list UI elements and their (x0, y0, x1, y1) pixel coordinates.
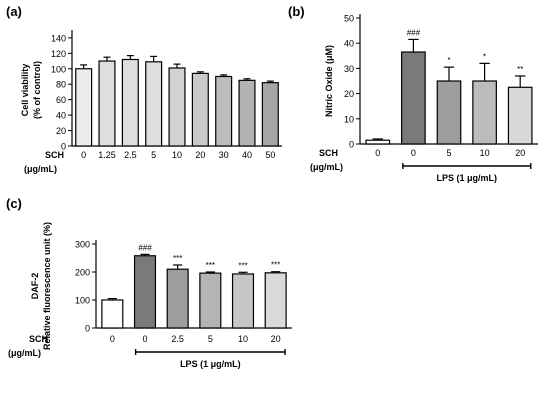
x-unit-label: (μg/mL) (24, 164, 57, 174)
bar (238, 79, 256, 147)
y-axis-label: Relative fluorescence unit (%) (42, 222, 52, 350)
x-tick-label: 2.5 (171, 334, 184, 344)
panel-label-c: (c) (6, 196, 22, 211)
y-tick-label: 60 (56, 95, 66, 105)
bar (191, 72, 209, 147)
panel-label-b: (b) (288, 4, 305, 19)
y-tick-label: 0 (85, 324, 90, 334)
y-tick-label: 40 (56, 111, 66, 121)
bar (215, 75, 233, 147)
x-tick-label: 0 (110, 334, 115, 344)
x-unit-label: (μg/mL) (8, 348, 41, 358)
y-tick-label: 140 (51, 33, 66, 43)
panel-label-a: (a) (6, 4, 22, 19)
bar (145, 61, 163, 147)
bar (264, 272, 287, 329)
x-tick-label: 2.5 (124, 150, 137, 160)
x-tick-label: 30 (219, 150, 229, 160)
bar (168, 67, 186, 147)
significance-marker: ### (138, 243, 152, 252)
bar (199, 272, 222, 329)
x-row-label: SCH (29, 334, 48, 344)
x-tick-label: 5 (208, 334, 213, 344)
y-tick-label: 120 (51, 49, 66, 59)
bar (507, 86, 533, 145)
y-tick-label: 10 (344, 114, 354, 124)
bar (121, 58, 139, 147)
significance-marker: *** (173, 254, 182, 263)
bar (98, 60, 116, 147)
bar (365, 139, 391, 145)
x-tick-label: 10 (480, 148, 490, 158)
y-tick-label: 50 (344, 14, 354, 24)
significance-marker: *** (271, 261, 280, 270)
x-tick-label: 20 (515, 148, 525, 158)
bar (133, 255, 157, 329)
x-tick-label: 5 (446, 148, 451, 158)
significance-marker: * (483, 52, 486, 61)
y-axis-label: DAF-2 (30, 273, 40, 300)
lps-bracket-label: LPS (1 μg/mL) (180, 359, 241, 369)
bar (75, 68, 93, 147)
bar (261, 82, 279, 147)
x-unit-label: (μg/mL) (310, 162, 343, 172)
lps-bracket-label: LPS (1 μg/mL) (437, 173, 498, 183)
x-tick-label: 10 (172, 150, 182, 160)
significance-marker: *** (206, 261, 215, 270)
bar (436, 80, 462, 145)
chart-b-nitric-oxide: 0 10 20 30 40 50 Nitric Oxide (μM) 0 ### 0 * 5 * 10 **… (310, 14, 538, 183)
x-tick-label: 0 (142, 334, 147, 344)
bar (101, 299, 124, 329)
x-tick-label: 0 (375, 148, 380, 158)
y-tick-label: 30 (344, 64, 354, 74)
bar (472, 80, 497, 145)
bar (401, 51, 426, 145)
y-tick-label: 200 (75, 268, 90, 278)
significance-marker: *** (238, 261, 247, 270)
x-row-label: SCH (45, 150, 64, 160)
x-tick-label: 0 (81, 150, 86, 160)
y-tick-label: 0 (61, 142, 66, 152)
significance-marker: * (447, 56, 450, 65)
y-axis-label: Nitric Oxide (μM) (324, 45, 334, 117)
x-tick-label: 5 (151, 150, 156, 160)
significance-marker: ### (407, 28, 421, 37)
y-axis-label: Cell viability (20, 64, 30, 117)
x-tick-label: 20 (195, 150, 205, 160)
y-tick-label: 20 (344, 89, 354, 99)
bar (166, 268, 189, 329)
x-tick-label: 40 (242, 150, 252, 160)
x-tick-label: 50 (265, 150, 275, 160)
y-axis-label: (% of control) (32, 61, 42, 119)
x-tick-label: 20 (271, 334, 281, 344)
y-tick-label: 40 (344, 39, 354, 49)
y-tick-label: 80 (56, 80, 66, 90)
y-tick-label: 20 (56, 126, 66, 136)
y-tick-label: 300 (75, 240, 90, 250)
y-tick-label: 0 (349, 140, 354, 150)
significance-marker: ** (517, 65, 523, 74)
y-tick-label: 100 (51, 64, 66, 74)
x-tick-label: 1.25 (98, 150, 116, 160)
x-tick-label: 10 (238, 334, 248, 344)
bar (231, 273, 255, 329)
x-tick-label: 0 (411, 148, 416, 158)
x-row-label: SCH (319, 148, 338, 158)
y-tick-label: 100 (75, 296, 90, 306)
